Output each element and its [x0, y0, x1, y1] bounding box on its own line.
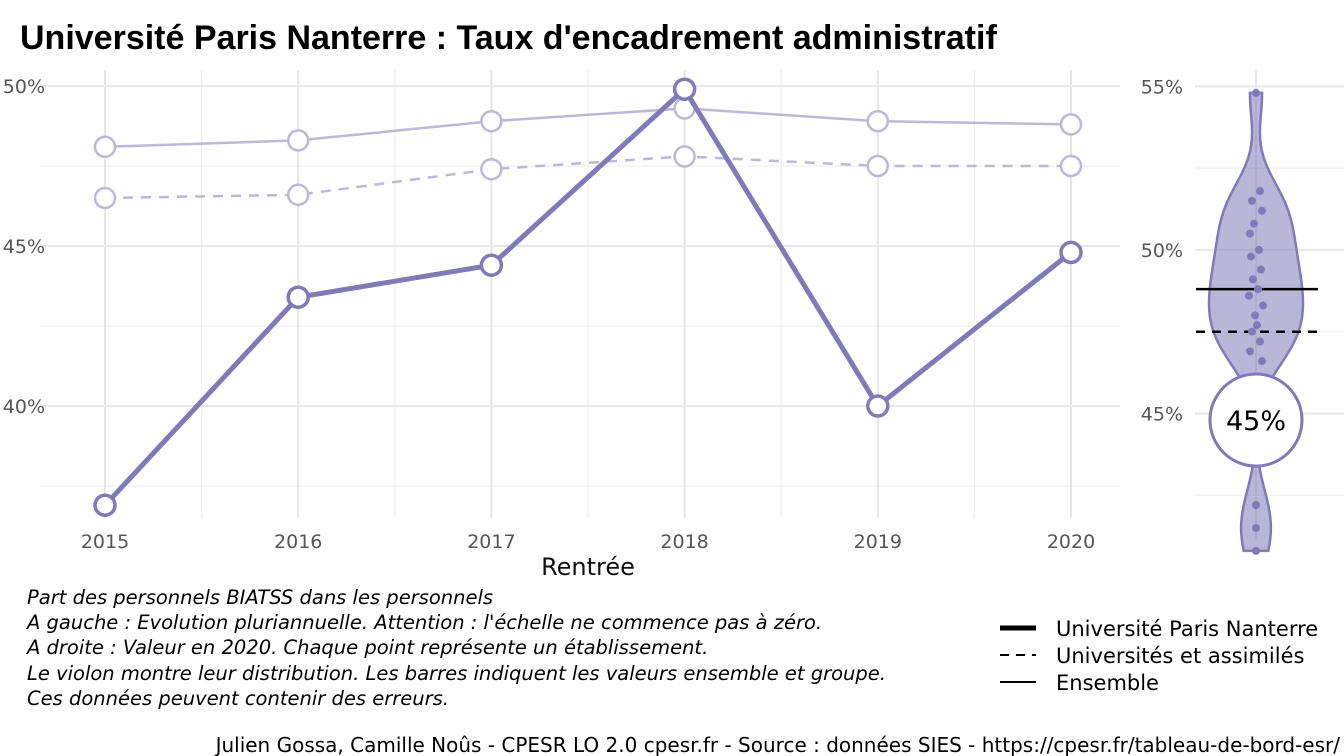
series-point [672, 77, 697, 101]
series-point [93, 135, 117, 159]
caption-line: Le violon montre leur distribution. Les … [27, 662, 886, 685]
series-point [286, 285, 310, 309]
violin-point [1253, 321, 1261, 330]
series-line [104, 107, 1072, 149]
violin-point [1258, 206, 1266, 215]
caption: Part des personnels BIATSS dans les pers… [25, 586, 886, 710]
violin-point [1249, 275, 1257, 284]
legend-label: Ensemble [1056, 671, 1159, 695]
violin-point [1248, 196, 1256, 205]
violin-point [1259, 301, 1267, 310]
main-chart-panel: 40% 45% 50% 2015 2016 2017 2018 2019 2020 [3, 70, 1120, 553]
violin-point [1258, 357, 1266, 366]
y-tick-label: 55% [1141, 76, 1183, 98]
x-tick-label: 2015 [81, 531, 129, 553]
y-tick-label: 45% [1141, 404, 1183, 426]
x-tick-label: 2016 [274, 531, 322, 553]
x-tick-label: 2018 [660, 531, 708, 553]
caption-line: Part des personnels BIATSS dans les pers… [27, 586, 493, 609]
legend: Université Paris Nanterre Universités et… [1000, 617, 1318, 695]
legend-label: Université Paris Nanterre [1056, 617, 1318, 641]
series-point [1059, 154, 1083, 178]
caption-line: Ces données peuvent contenir des erreurs… [27, 687, 449, 710]
series-point [673, 145, 696, 168]
violin-point [1252, 501, 1260, 510]
source-note: Julien Gossa, Camille Noûs - CPESR LO 2.… [214, 733, 1341, 756]
violin-point [1251, 311, 1259, 320]
series-point [1059, 113, 1083, 136]
violin-panel: 45% 50% 55% 45% [1141, 70, 1344, 555]
violin-point [1250, 219, 1258, 228]
chart-title: Université Paris Nanterre : Taux d'encad… [20, 19, 997, 57]
violin-point [1254, 285, 1262, 294]
highlight-bubble [1208, 372, 1304, 468]
series-point [866, 109, 890, 133]
series-point [479, 253, 504, 277]
violin-point [1257, 265, 1265, 274]
series-point [866, 394, 890, 418]
violin-point [1247, 252, 1255, 261]
y-tick-label: 50% [1141, 240, 1183, 262]
y-tick-label: 40% [3, 396, 45, 418]
series-point [480, 157, 503, 181]
series-point [93, 493, 117, 517]
x-tick-label: 2019 [854, 531, 902, 553]
violin-point [1252, 524, 1260, 532]
violin-point [1245, 291, 1253, 300]
x-tick-label: 2020 [1047, 531, 1095, 553]
violin-point [1256, 187, 1264, 196]
series-point [480, 109, 503, 133]
highlight-value-label: 45% [1226, 406, 1286, 437]
y-tick-label: 45% [3, 236, 45, 258]
legend-label: Universités et assimilés [1056, 644, 1304, 668]
violin-point [1252, 88, 1260, 97]
series-point [93, 186, 117, 210]
series-line [103, 86, 1073, 507]
violin-point [1246, 229, 1254, 238]
violin-point [1246, 347, 1254, 356]
caption-line: A droite : Valeur en 2020. Chaque point … [25, 636, 708, 659]
violin-point [1256, 337, 1264, 346]
series-point [286, 183, 310, 207]
x-axis-title: Rentrée [541, 553, 635, 581]
series-point [1059, 240, 1083, 265]
series-point [866, 154, 890, 178]
violin-point [1248, 327, 1256, 336]
y-tick-label: 50% [3, 76, 45, 98]
series-point [286, 129, 310, 152]
caption-line: A gauche : Evolution pluriannuelle. Atte… [25, 611, 822, 634]
violin-point [1252, 546, 1260, 555]
violin-point [1255, 245, 1263, 254]
x-tick-label: 2017 [467, 531, 515, 553]
